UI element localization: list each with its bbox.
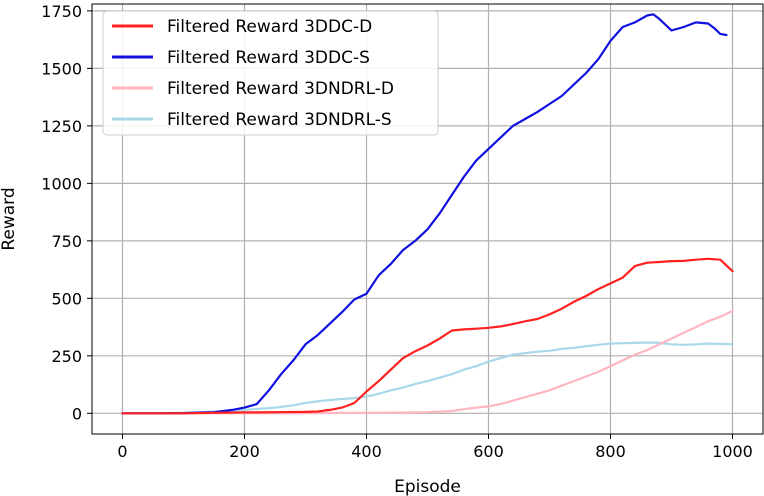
plot-frame (91, 3, 764, 435)
x-tick-label: 800 (595, 442, 626, 461)
y-axis: 0 250 500 750 1000 1250 1500 1750 (41, 2, 92, 423)
legend-label: Filtered Reward 3DDC-S (167, 48, 370, 68)
y-axis-label: Reward (0, 187, 19, 250)
y-tick-label: 0 (72, 404, 82, 423)
x-tick-label: 400 (351, 442, 382, 461)
legend-label: Filtered Reward 3DNDRL-D (167, 79, 394, 99)
series-line-filtered-reward-3dndrl-s (121, 341, 734, 415)
legend-label: Filtered Reward 3DNDRL-S (167, 110, 392, 130)
y-tick-label: 750 (51, 232, 82, 251)
series-line-filtered-reward-3dndrl-d (121, 309, 734, 415)
legend-box (102, 10, 439, 136)
x-axis: 0 200 400 600 800 1000 (117, 434, 753, 461)
series-line-filtered-reward-3ddc-s (121, 13, 728, 415)
x-tick-label: 600 (473, 442, 504, 461)
legend: Filtered Reward 3DDC-D Filtered Reward 3D… (102, 10, 439, 136)
y-tick-label: 1000 (41, 174, 82, 193)
x-axis-label: Episode (394, 477, 461, 496)
x-tick-label: 0 (117, 442, 127, 461)
y-tick-label: 500 (51, 289, 82, 308)
y-tick-label: 1500 (41, 59, 82, 78)
legend-label: Filtered Reward 3DDC-D (167, 17, 372, 37)
x-tick-label: 200 (229, 442, 260, 461)
series-lines (121, 13, 734, 415)
y-tick-label: 250 (51, 347, 82, 366)
y-tick-label: 1750 (41, 2, 82, 21)
y-tick-label: 1250 (41, 117, 82, 136)
series-line-filtered-reward-3ddc-d (121, 257, 734, 415)
x-tick-label: 1000 (712, 442, 753, 461)
